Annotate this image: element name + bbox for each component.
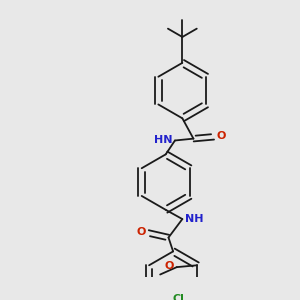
Text: O: O [136, 227, 146, 237]
Text: HN: HN [154, 135, 172, 145]
Text: O: O [165, 261, 174, 271]
Text: O: O [217, 131, 226, 141]
Text: Cl: Cl [172, 293, 184, 300]
Text: NH: NH [185, 214, 204, 224]
